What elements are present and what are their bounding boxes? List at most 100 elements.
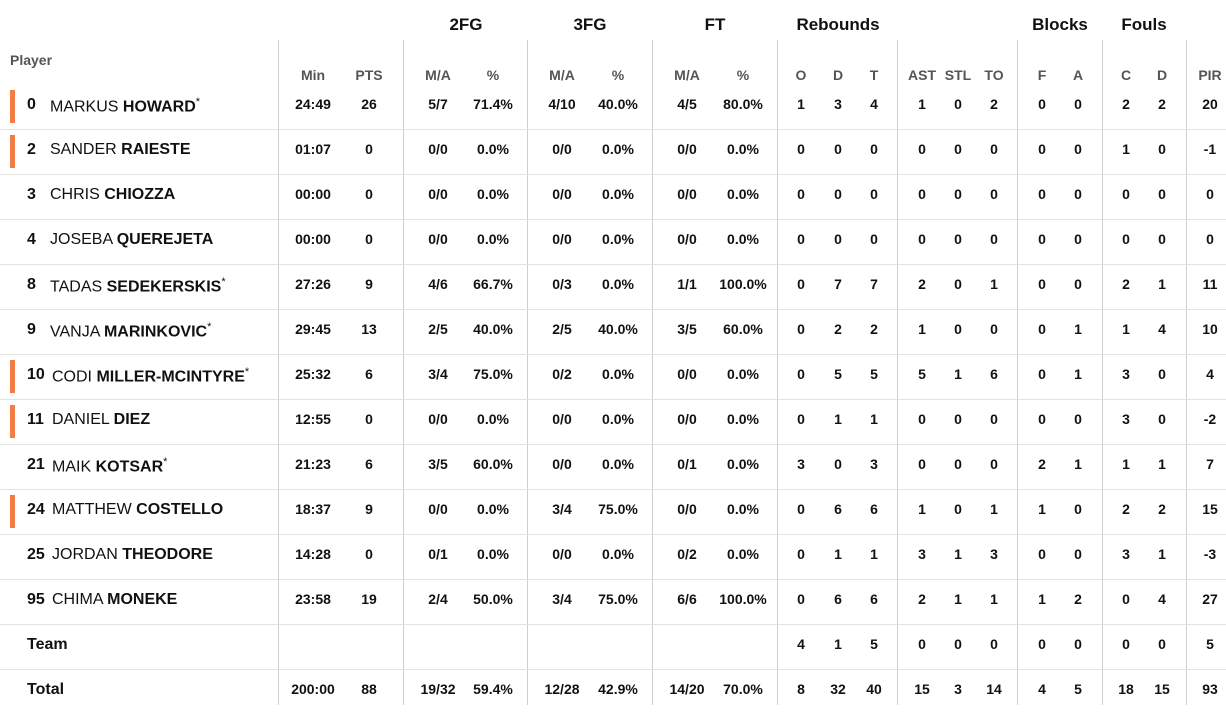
stat-cell: 5 <box>870 366 878 382</box>
stat-cell: 0 <box>954 96 962 112</box>
stat-cell: 200:00 <box>291 681 335 697</box>
player-first-name: CODI <box>52 368 92 386</box>
stat-cell: 0.0% <box>602 411 634 427</box>
stat-cell: 0 <box>1038 186 1046 202</box>
column-header: % <box>486 67 500 83</box>
stat-cell: 0/2 <box>677 546 697 562</box>
player-name[interactable]: SANDER RAIESTE <box>50 141 190 159</box>
row-divider <box>0 489 1226 490</box>
player-number: 3 <box>27 186 36 203</box>
stat-cell: 01:07 <box>295 141 331 157</box>
group-header: 2FG <box>449 15 483 34</box>
stat-cell: 4/10 <box>548 96 576 112</box>
stat-cell: 3 <box>1122 366 1130 382</box>
stat-cell: 1 <box>834 546 842 562</box>
stat-cell: 4 <box>1158 321 1166 337</box>
table-row: 0 MARKUS HOWARD* 24:49 26 5/7 71.4% 4/10 40.0% 4… <box>0 84 1226 129</box>
stat-cell: 1 <box>954 546 962 562</box>
stat-cell: 0/0 <box>677 366 697 382</box>
row-accent-marker <box>10 405 15 438</box>
stat-cell: 40.0% <box>598 96 638 112</box>
stat-cell: 0 <box>797 501 805 517</box>
stat-cell: 0 <box>1038 546 1046 562</box>
player-name[interactable]: DANIEL DIEZ <box>52 411 150 429</box>
player-name[interactable]: MAIK KOTSAR* <box>52 456 167 476</box>
stat-cell: 12/28 <box>544 681 580 697</box>
stat-cell: 40 <box>866 681 882 697</box>
stat-cell: 0/3 <box>552 276 572 292</box>
player-number: 21 <box>27 456 45 473</box>
stat-cell: 40.0% <box>598 321 638 337</box>
stat-cell: 0.0% <box>602 366 634 382</box>
stat-cell: 42.9% <box>598 681 638 697</box>
stat-cell: 59.4% <box>473 681 513 697</box>
player-last-name: COSTELLO <box>136 501 224 518</box>
stat-cell: 1 <box>990 591 998 607</box>
player-name[interactable]: JOSEBA QUEREJETA <box>50 231 213 249</box>
stat-cell: 80.0% <box>723 96 763 112</box>
player-name[interactable]: JORDAN THEODORE <box>52 546 213 564</box>
stat-cell: 93 <box>1202 681 1218 697</box>
column-header: D <box>1156 67 1168 83</box>
stat-cell: 0 <box>1158 411 1166 427</box>
stat-cell: 0 <box>365 411 373 427</box>
stat-cell: 0 <box>1074 231 1082 247</box>
stat-cell: 0 <box>1074 411 1082 427</box>
player-last-name: MILLER-MCINTYRE <box>96 368 245 386</box>
column-header: T <box>869 67 879 83</box>
stat-cell: -2 <box>1203 411 1217 427</box>
stat-cell: 0 <box>1206 231 1214 247</box>
player-name[interactable]: CODI MILLER-MCINTYRE* <box>52 366 249 386</box>
stat-cell: 6 <box>870 501 878 517</box>
column-header: TO <box>984 67 1004 83</box>
stat-cell: 0 <box>918 186 926 202</box>
row-divider <box>0 309 1226 310</box>
stat-cell: 0.0% <box>602 141 634 157</box>
stat-cell: 0 <box>365 141 373 157</box>
stat-cell: 5/7 <box>428 96 448 112</box>
group-header: 3FG <box>573 15 607 34</box>
stat-cell: 1 <box>954 591 962 607</box>
player-last-name: HOWARD <box>122 98 196 116</box>
column-header: M/A <box>549 67 575 83</box>
stat-cell: 3 <box>834 96 842 112</box>
player-name[interactable]: CHRIS CHIOZZA <box>50 186 175 204</box>
stat-cell: 3 <box>918 546 926 562</box>
player-name[interactable]: VANJA MARINKOVIC* <box>50 321 211 341</box>
player-name[interactable]: TADAS SEDEKERSKIS* <box>50 276 226 296</box>
stat-cell: 0 <box>1074 636 1082 652</box>
stat-cell: 0/0 <box>552 546 572 562</box>
row-accent-marker <box>10 495 15 528</box>
stat-cell: 0/0 <box>552 186 572 202</box>
player-last-name: DIEZ <box>113 411 151 428</box>
stat-cell: 75.0% <box>598 591 638 607</box>
player-number: 10 <box>27 366 45 383</box>
stat-cell: 20 <box>1202 96 1218 112</box>
stat-cell: 0 <box>954 456 962 472</box>
stat-cell: 21:23 <box>295 456 331 472</box>
stat-cell: 2/5 <box>552 321 572 337</box>
stat-cell: 10 <box>1202 321 1218 337</box>
stat-cell: 0.0% <box>602 546 634 562</box>
player-name[interactable]: MARKUS HOWARD* <box>50 96 200 116</box>
stat-cell: 50.0% <box>473 591 513 607</box>
stat-cell: 15 <box>1202 501 1218 517</box>
player-name[interactable]: MATTHEW COSTELLO <box>52 501 223 519</box>
column-header: % <box>611 67 625 83</box>
total-label: Total <box>27 681 65 698</box>
stat-cell: 0 <box>834 231 842 247</box>
stat-cell: 1 <box>1158 546 1166 562</box>
stat-cell: 26 <box>361 96 377 112</box>
stat-cell: 2 <box>1158 501 1166 517</box>
stat-cell: 0/0 <box>677 501 697 517</box>
stat-cell: 0.0% <box>477 546 509 562</box>
stat-cell: 5 <box>870 636 878 652</box>
player-number: 9 <box>27 321 36 338</box>
stat-cell: 0 <box>1038 366 1046 382</box>
stat-cell: 0 <box>990 636 998 652</box>
row-divider <box>0 354 1226 355</box>
stat-cell: 0 <box>1074 141 1082 157</box>
player-name[interactable]: CHIMA MONEKE <box>52 591 177 609</box>
stat-cell: 1 <box>1122 321 1130 337</box>
